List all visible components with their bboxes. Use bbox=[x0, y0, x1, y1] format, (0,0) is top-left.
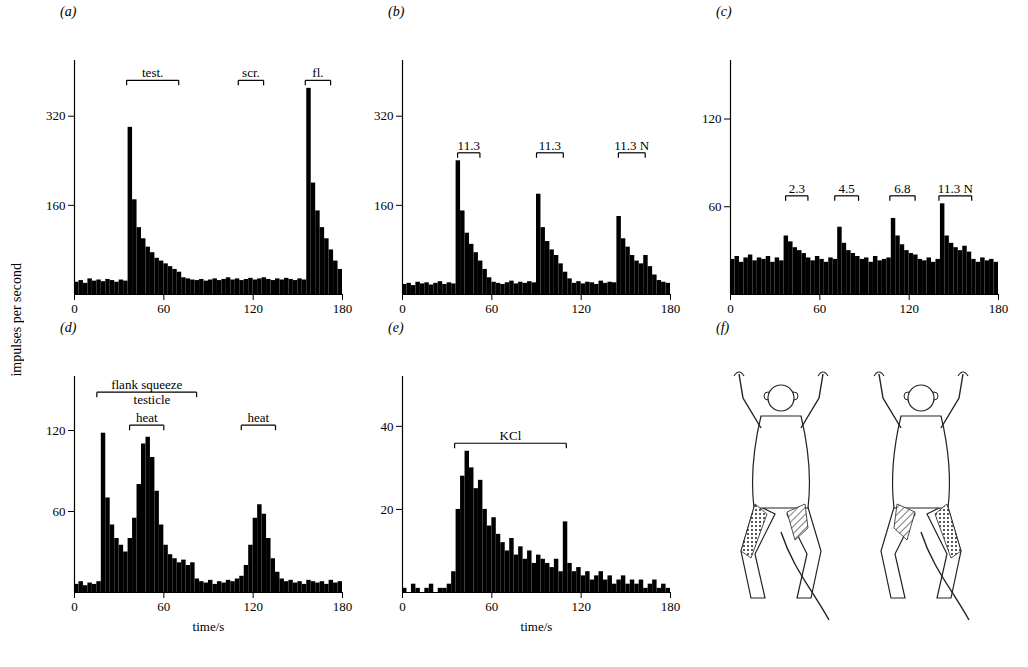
svg-text:180: 180 bbox=[661, 599, 681, 614]
svg-text:20: 20 bbox=[381, 502, 394, 517]
svg-text:0: 0 bbox=[71, 301, 78, 316]
svg-text:160: 160 bbox=[46, 198, 66, 213]
html-text:(d): (d) bbox=[60, 320, 77, 335]
svg-text:0: 0 bbox=[71, 599, 78, 614]
svg-text:KCl: KCl bbox=[500, 428, 522, 443]
svg-text:320: 320 bbox=[374, 108, 394, 123]
svg-text:11.3: 11.3 bbox=[539, 138, 561, 153]
svg-text:120: 120 bbox=[571, 599, 591, 614]
svg-text:11.3 N: 11.3 N bbox=[614, 138, 650, 153]
svg-text:4.5: 4.5 bbox=[839, 181, 855, 196]
svg-text:120: 120 bbox=[46, 423, 66, 438]
svg-text:180: 180 bbox=[333, 301, 353, 316]
html-text:(c): (c) bbox=[716, 4, 732, 19]
svg-text:time/s: time/s bbox=[521, 619, 553, 634]
svg-text:60: 60 bbox=[53, 504, 66, 519]
svg-text:heat: heat bbox=[248, 410, 270, 425]
svg-text:120: 120 bbox=[899, 301, 919, 316]
svg-text:60: 60 bbox=[157, 599, 170, 614]
svg-text:40: 40 bbox=[381, 419, 394, 434]
svg-text:120: 120 bbox=[243, 599, 263, 614]
svg-text:fl.: fl. bbox=[312, 65, 323, 80]
svg-text:180: 180 bbox=[989, 301, 1009, 316]
html-text:impulses per second: impulses per second bbox=[9, 263, 24, 377]
svg-text:2.3: 2.3 bbox=[789, 181, 805, 196]
svg-text:60: 60 bbox=[157, 301, 170, 316]
svg-text:scr.: scr. bbox=[242, 65, 260, 80]
svg-text:11.3 N: 11.3 N bbox=[938, 181, 974, 196]
svg-text:60: 60 bbox=[485, 301, 498, 316]
svg-text:320: 320 bbox=[46, 108, 66, 123]
html-text:(b): (b) bbox=[388, 4, 405, 19]
svg-text:60: 60 bbox=[709, 199, 722, 214]
svg-text:11.3: 11.3 bbox=[458, 138, 480, 153]
html-text:(e): (e) bbox=[388, 320, 404, 335]
svg-text:120: 120 bbox=[702, 111, 722, 126]
svg-text:180: 180 bbox=[333, 599, 353, 614]
html-text:(a): (a) bbox=[60, 4, 77, 19]
svg-text:flank squeeze: flank squeeze bbox=[111, 377, 182, 392]
svg-text:60: 60 bbox=[813, 301, 826, 316]
svg-text:0: 0 bbox=[399, 599, 406, 614]
svg-text:0: 0 bbox=[727, 301, 734, 316]
svg-text:time/s: time/s bbox=[193, 619, 225, 634]
svg-text:6.8: 6.8 bbox=[894, 181, 910, 196]
html-text:(f): (f) bbox=[716, 320, 730, 335]
svg-text:120: 120 bbox=[571, 301, 591, 316]
svg-text:0: 0 bbox=[399, 301, 406, 316]
svg-text:60: 60 bbox=[485, 599, 498, 614]
svg-text:heat: heat bbox=[136, 410, 158, 425]
svg-text:160: 160 bbox=[374, 198, 394, 213]
svg-text:180: 180 bbox=[661, 301, 681, 316]
svg-text:test.: test. bbox=[142, 65, 163, 80]
svg-text:120: 120 bbox=[243, 301, 263, 316]
svg-text:testicle: testicle bbox=[134, 392, 171, 407]
